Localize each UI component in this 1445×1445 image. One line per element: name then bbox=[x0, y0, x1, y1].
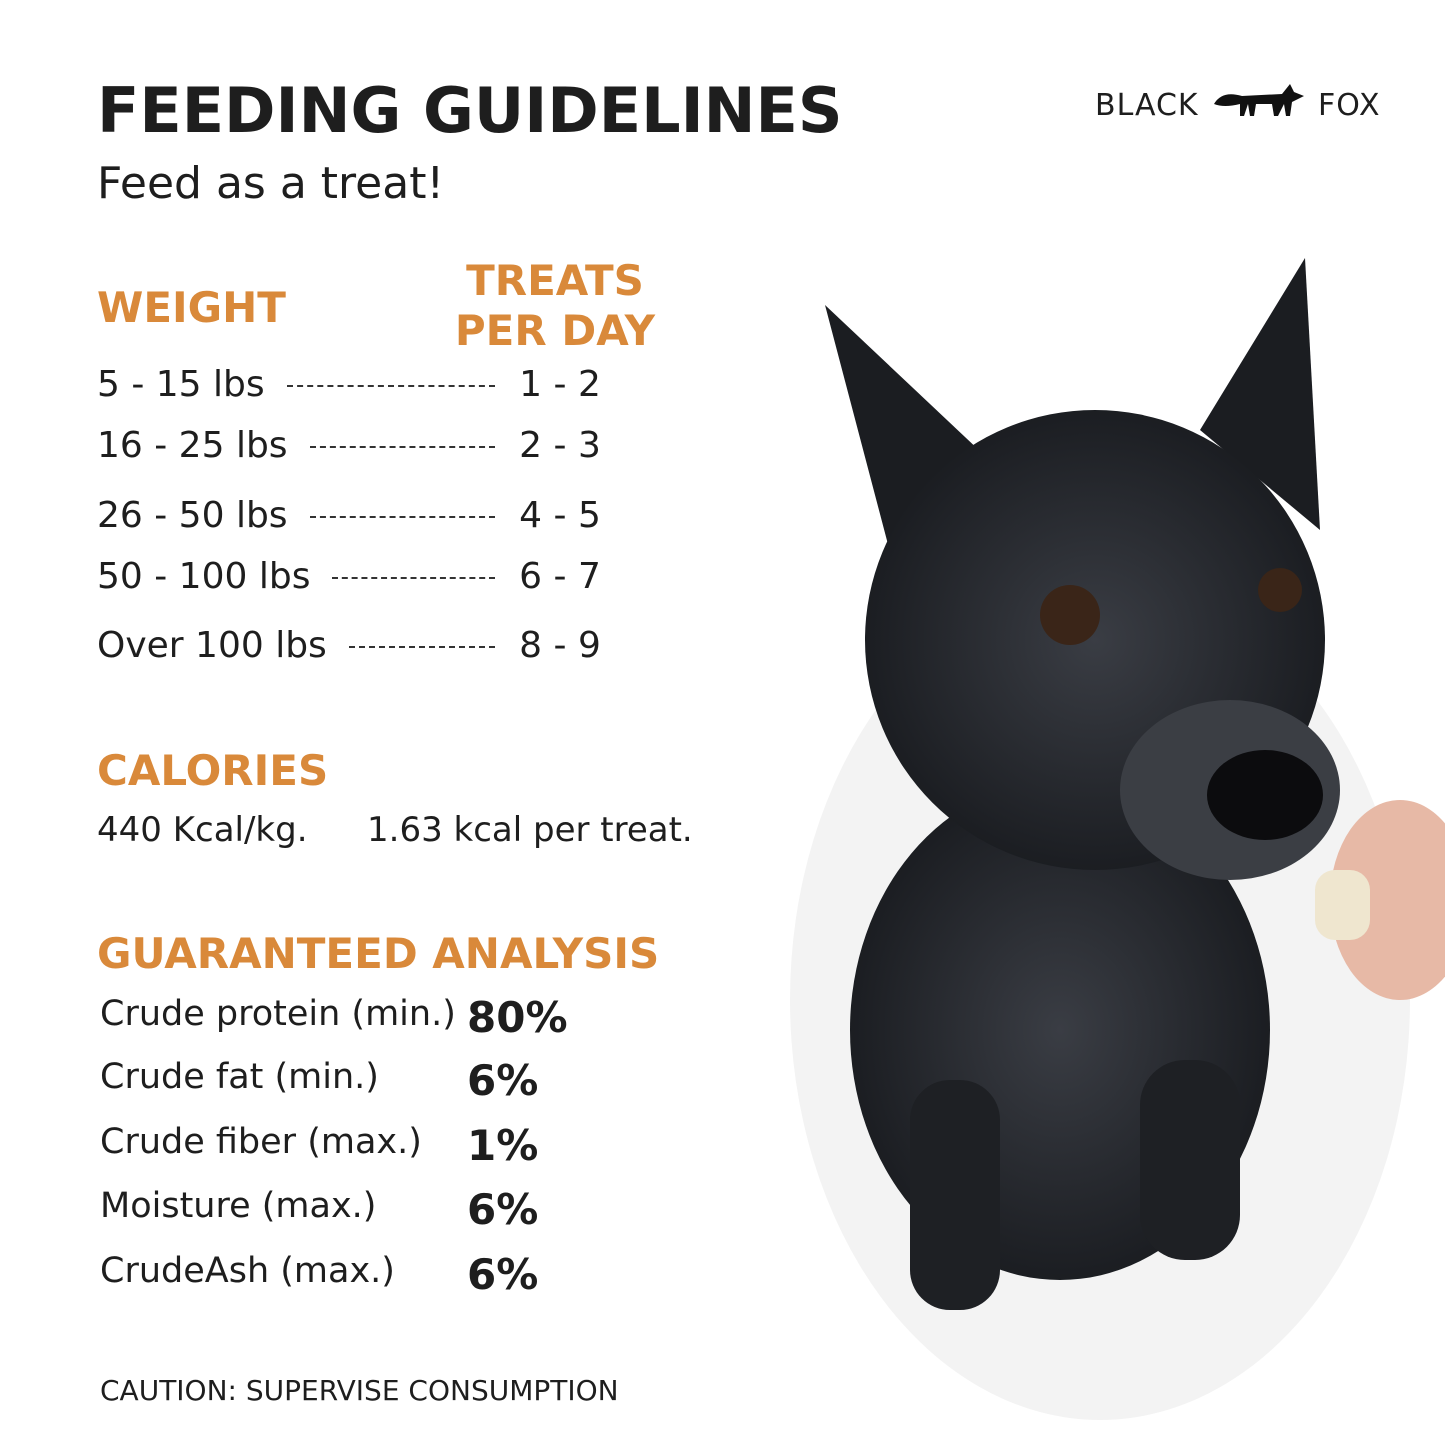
nutrient-name: CrudeAsh (max.) bbox=[100, 1251, 395, 1291]
treat-count: 6 - 7 bbox=[519, 556, 601, 597]
nutrient-value: 1% bbox=[467, 1121, 539, 1170]
analysis-title: GUARANTEED ANALYSIS bbox=[97, 929, 660, 978]
dash-leader bbox=[287, 385, 495, 387]
nutrient-name: Moisture (max.) bbox=[100, 1186, 377, 1226]
brand-right: FOX bbox=[1318, 88, 1381, 123]
weight-range: 26 - 50 lbs bbox=[97, 495, 288, 536]
weight-range: 50 - 100 lbs bbox=[97, 556, 311, 597]
nutrient-value: 6% bbox=[467, 1056, 539, 1105]
dash-leader bbox=[349, 646, 495, 648]
dash-leader bbox=[310, 446, 495, 448]
weight-range: Over 100 lbs bbox=[97, 625, 327, 666]
nutrient-value: 80% bbox=[467, 993, 568, 1042]
treat-count: 2 - 3 bbox=[519, 425, 601, 466]
treat-count: 1 - 2 bbox=[519, 364, 601, 405]
nutrient-name: Crude fat (min.) bbox=[100, 1057, 379, 1097]
nutrient-name: Crude fiber (max.) bbox=[100, 1122, 422, 1162]
subtitle: Feed as a treat! bbox=[97, 158, 445, 209]
caution: CAUTION: SUPERVISE CONSUMPTION bbox=[100, 1374, 619, 1407]
calories-heading: CALORIES bbox=[97, 746, 329, 795]
nutrient-value: 6% bbox=[467, 1185, 539, 1234]
treat-count: 4 - 5 bbox=[519, 495, 601, 536]
calories-kg: 440 Kcal/kg. bbox=[97, 810, 308, 850]
fox-logo bbox=[1214, 84, 1304, 116]
treats-header: TREATS PER DAY bbox=[454, 256, 656, 355]
weight-header: WEIGHT bbox=[97, 283, 286, 332]
nutrient-name: Crude protein (min.) bbox=[100, 994, 456, 1034]
treat-count: 8 - 9 bbox=[519, 625, 601, 666]
nutrient-value: 6% bbox=[467, 1250, 539, 1299]
dash-leader bbox=[332, 577, 495, 579]
weight-range: 16 - 25 lbs bbox=[97, 425, 288, 466]
weight-range: 5 - 15 lbs bbox=[97, 364, 265, 405]
title: FEEDING GUIDELINES bbox=[97, 74, 843, 147]
brand-left: BLACK bbox=[1095, 88, 1199, 123]
calories-treat: 1.63 kcal per treat. bbox=[367, 810, 693, 850]
dash-leader bbox=[310, 516, 495, 518]
calories-title: CALORIES bbox=[97, 750, 328, 792]
